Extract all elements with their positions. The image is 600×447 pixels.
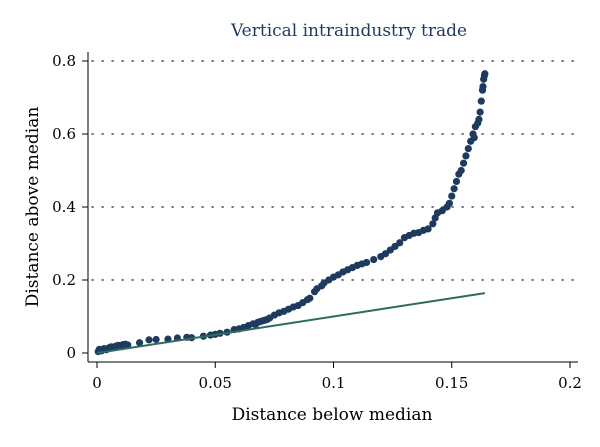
y-tick-label: 0 xyxy=(66,344,76,362)
data-point xyxy=(457,166,465,175)
x-axis-label: Distance below median xyxy=(232,405,433,425)
data-point xyxy=(396,239,404,247)
data-point xyxy=(145,336,153,344)
data-point xyxy=(477,97,485,105)
data-point xyxy=(424,225,432,233)
x-tick-label: 0.15 xyxy=(435,374,468,392)
data-point xyxy=(152,335,160,344)
data-point xyxy=(479,82,487,91)
grid-lines xyxy=(91,60,577,281)
data-point xyxy=(450,185,458,193)
scatter-points xyxy=(94,70,489,356)
data-point xyxy=(429,220,437,228)
data-point xyxy=(363,258,371,267)
x-tick-label: 0.05 xyxy=(199,374,232,392)
y-axis-label: Distance above median xyxy=(23,107,43,308)
data-point xyxy=(459,159,468,167)
reference-line-group xyxy=(96,292,486,354)
x-tick-label: 0.1 xyxy=(322,374,346,392)
y-tick-label: 0.4 xyxy=(52,198,76,216)
data-point xyxy=(475,115,483,123)
reference-line xyxy=(96,292,486,354)
data-point xyxy=(370,255,378,264)
data-point xyxy=(135,339,144,347)
data-point xyxy=(462,152,470,160)
data-point xyxy=(445,199,453,207)
x-tick-label: 0 xyxy=(92,374,102,392)
data-point xyxy=(306,294,314,302)
y-tick-label: 0.6 xyxy=(52,125,76,143)
data-point xyxy=(480,72,488,80)
y-tick-label: 0.2 xyxy=(52,271,76,289)
chart-title: Vertical intraindustry trade xyxy=(230,21,467,41)
y-axis-ticks: 0 0.2 0.4 0.6 0.8 xyxy=(52,52,88,362)
x-axis-ticks: 0 0.05 0.1 0.15 0.2 xyxy=(92,362,582,392)
data-point xyxy=(464,145,472,153)
data-point xyxy=(124,341,132,349)
data-point xyxy=(470,134,478,142)
x-tick-label: 0.2 xyxy=(558,374,582,392)
y-tick-label: 0.8 xyxy=(52,52,76,70)
data-point xyxy=(448,192,456,200)
data-point xyxy=(476,108,484,116)
data-point xyxy=(452,177,461,186)
